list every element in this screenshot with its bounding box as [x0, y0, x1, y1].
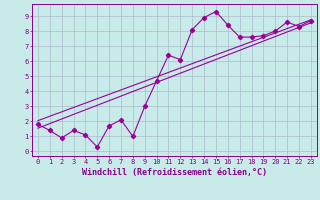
X-axis label: Windchill (Refroidissement éolien,°C): Windchill (Refroidissement éolien,°C): [82, 168, 267, 177]
